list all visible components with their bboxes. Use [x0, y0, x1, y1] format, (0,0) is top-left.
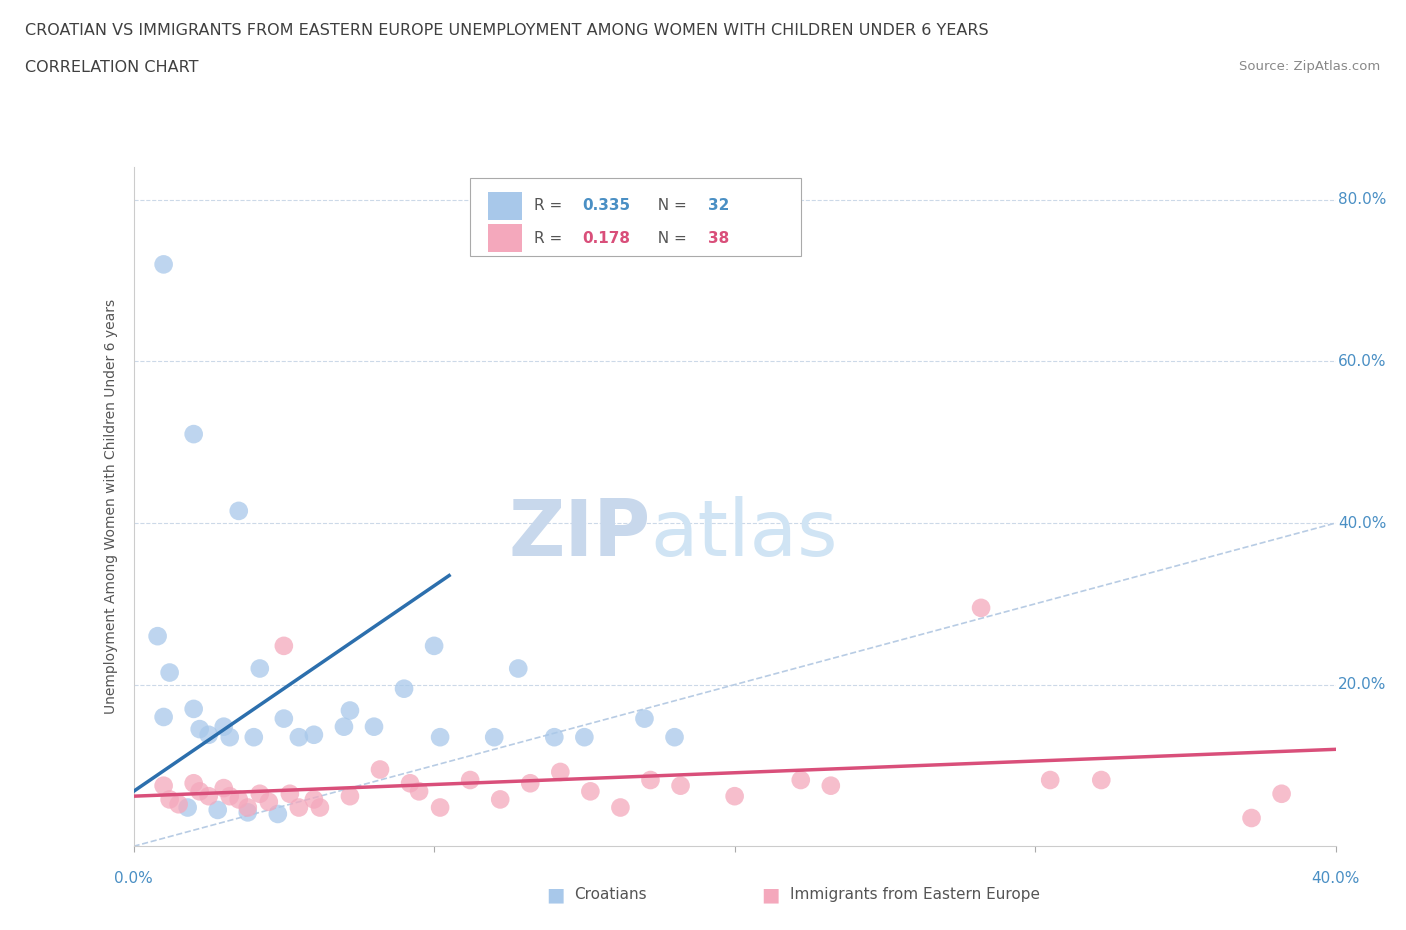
Point	[257, 794, 280, 809]
Point	[508, 661, 530, 676]
Point	[408, 784, 430, 799]
Text: R =: R =	[534, 231, 567, 246]
Point	[1090, 773, 1112, 788]
Point	[550, 764, 572, 779]
Point	[633, 711, 655, 726]
Point	[228, 503, 250, 518]
Point	[363, 719, 385, 734]
Point	[423, 638, 446, 653]
Point	[236, 800, 259, 815]
Text: 80.0%: 80.0%	[1339, 193, 1386, 207]
Point	[288, 730, 311, 745]
Point	[339, 703, 361, 718]
Point	[1240, 811, 1263, 826]
Text: R =: R =	[534, 198, 567, 213]
Point	[218, 789, 240, 804]
Point	[723, 789, 745, 804]
Point	[489, 792, 512, 807]
Point	[429, 800, 451, 815]
Text: ■: ■	[546, 885, 565, 904]
Text: 40.0%: 40.0%	[1312, 871, 1360, 886]
Text: ■: ■	[761, 885, 780, 904]
Point	[820, 778, 842, 793]
Point	[333, 719, 356, 734]
Text: atlas: atlas	[651, 496, 838, 572]
Point	[1271, 787, 1294, 802]
Point	[212, 719, 235, 734]
Text: 32: 32	[709, 198, 730, 213]
Point	[218, 730, 240, 745]
Point	[278, 787, 301, 802]
Bar	[488, 224, 522, 252]
Point	[183, 701, 205, 716]
Point	[228, 792, 250, 807]
Point	[543, 730, 565, 745]
Point	[167, 797, 190, 812]
Text: 20.0%: 20.0%	[1339, 677, 1386, 692]
Text: ZIP: ZIP	[508, 496, 651, 572]
Point	[790, 773, 813, 788]
Point	[243, 730, 266, 745]
Point	[392, 682, 415, 697]
Point	[669, 778, 692, 793]
Point	[197, 727, 219, 742]
Point	[309, 800, 332, 815]
Text: 0.335: 0.335	[582, 198, 630, 213]
Point	[159, 792, 181, 807]
Point	[429, 730, 451, 745]
Point	[152, 257, 174, 272]
Point	[1039, 773, 1062, 788]
Point	[159, 665, 181, 680]
Point	[236, 805, 259, 820]
Text: N =: N =	[648, 198, 692, 213]
Text: Source: ZipAtlas.com: Source: ZipAtlas.com	[1240, 60, 1381, 73]
Point	[207, 803, 229, 817]
Point	[152, 710, 174, 724]
Point	[970, 601, 993, 616]
Point	[640, 773, 662, 788]
Text: 0.0%: 0.0%	[114, 871, 153, 886]
Point	[176, 800, 198, 815]
Point	[458, 773, 481, 788]
Point	[249, 661, 271, 676]
Y-axis label: Unemployment Among Women with Children Under 6 years: Unemployment Among Women with Children U…	[104, 299, 118, 714]
Point	[183, 776, 205, 790]
Point	[267, 806, 290, 821]
FancyBboxPatch shape	[470, 178, 801, 256]
Text: CORRELATION CHART: CORRELATION CHART	[25, 60, 198, 75]
Point	[273, 638, 295, 653]
Text: 0.178: 0.178	[582, 231, 630, 246]
Point	[339, 789, 361, 804]
Point	[188, 722, 211, 737]
Point	[579, 784, 602, 799]
Point	[183, 427, 205, 442]
Point	[212, 780, 235, 795]
Point	[146, 629, 169, 644]
Point	[249, 787, 271, 802]
Point	[399, 776, 422, 790]
Point	[288, 800, 311, 815]
Bar	[488, 192, 522, 220]
Point	[368, 762, 391, 777]
Text: CROATIAN VS IMMIGRANTS FROM EASTERN EUROPE UNEMPLOYMENT AMONG WOMEN WITH CHILDRE: CROATIAN VS IMMIGRANTS FROM EASTERN EURO…	[25, 23, 988, 38]
Text: 38: 38	[709, 231, 730, 246]
Point	[197, 789, 219, 804]
Point	[302, 792, 325, 807]
Text: 40.0%: 40.0%	[1339, 515, 1386, 530]
Point	[519, 776, 541, 790]
Point	[152, 778, 174, 793]
Point	[664, 730, 686, 745]
Text: Immigrants from Eastern Europe: Immigrants from Eastern Europe	[790, 887, 1040, 902]
Point	[484, 730, 506, 745]
Point	[188, 784, 211, 799]
Text: 60.0%: 60.0%	[1339, 354, 1386, 369]
Text: N =: N =	[648, 231, 692, 246]
Point	[273, 711, 295, 726]
Point	[302, 727, 325, 742]
Text: Croatians: Croatians	[574, 887, 647, 902]
Point	[574, 730, 596, 745]
Point	[609, 800, 631, 815]
